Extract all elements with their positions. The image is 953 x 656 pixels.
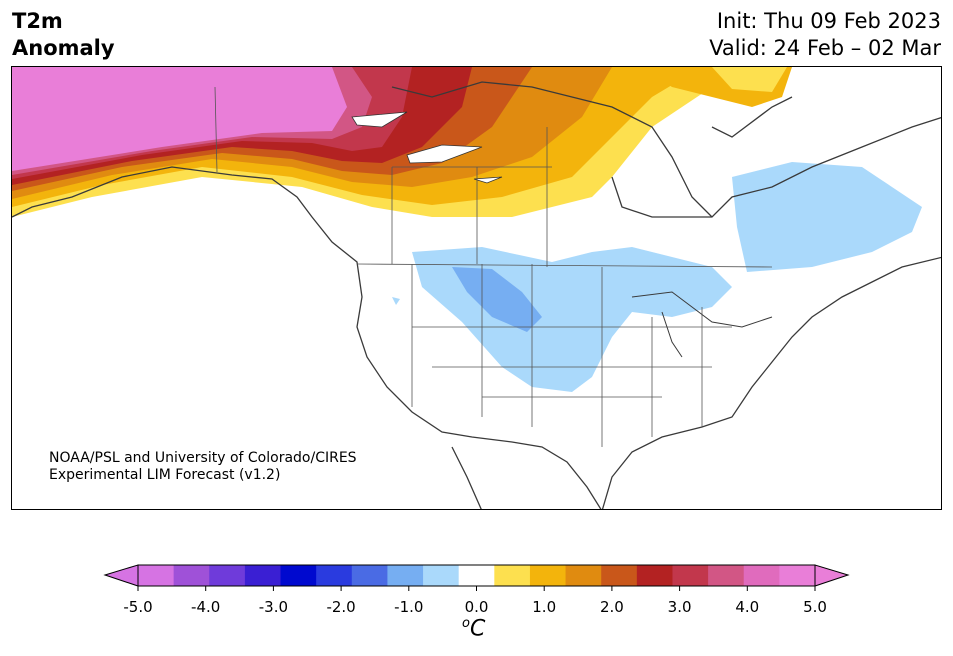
colorbar-tick-label: 1.0 (532, 598, 557, 616)
cool-anomaly-region (392, 162, 922, 392)
colorbar (103, 564, 850, 591)
map-canvas (12, 67, 941, 509)
map-title: T2m Anomaly (12, 8, 115, 62)
colorbar-ticks (137, 586, 816, 591)
title-line-1: T2m (12, 9, 63, 33)
colorbar-cell (351, 565, 388, 586)
anomaly-map (11, 66, 942, 510)
colorbar-cell (779, 565, 816, 586)
colorbar-tick-label: -5.0 (123, 598, 153, 616)
colorbar-cell (708, 565, 745, 586)
init-date: Init: Thu 09 Feb 2023 (716, 9, 941, 33)
forecast-dates: Init: Thu 09 Feb 2023 Valid: 24 Feb – 02… (709, 8, 941, 62)
colorbar-cell (743, 565, 780, 586)
colorbar-tick-label: 0.0 (464, 598, 489, 616)
colorbar-cell (423, 565, 460, 586)
colorbar-tick-label: -4.0 (191, 598, 221, 616)
colorbar-cell (316, 565, 353, 586)
colorbar-max-extension (814, 564, 850, 587)
colorbar-cell (601, 565, 638, 586)
colorbar-cell (173, 565, 210, 586)
colorbar-tick-label: -1.0 (394, 598, 424, 616)
colorbar-tick-label: 4.0 (735, 598, 760, 616)
credit-line-2: Experimental LIM Forecast (v1.2) (49, 467, 281, 483)
colorbar-cell (244, 565, 282, 586)
colorbar-cell (565, 565, 602, 586)
lakes (351, 111, 503, 184)
colorbar-unit: oC (462, 616, 485, 641)
colorbar-tick-label: 5.0 (803, 598, 827, 616)
valid-date: Valid: 24 Feb – 02 Mar (709, 36, 941, 60)
colorbar-tick-label: 2.0 (599, 598, 624, 616)
colorbar-cell (209, 565, 246, 586)
colorbar-cell (280, 565, 317, 586)
unit-degree: o (462, 616, 470, 631)
political-borders (214, 86, 773, 447)
colorbar-tick-label: 3.0 (667, 598, 692, 616)
coastlines (12, 81, 941, 509)
colorbar-tick-label: -3.0 (258, 598, 289, 616)
colorbar-cell (458, 565, 495, 586)
credit-text: NOAA/PSL and University of Colorado/CIRE… (49, 450, 357, 484)
colorbar-cell (529, 565, 567, 586)
unit-celsius: C (469, 616, 486, 642)
credit-line-1: NOAA/PSL and University of Colorado/CIRE… (49, 450, 357, 466)
title-line-2: Anomaly (12, 36, 115, 60)
great-lakes (631, 291, 773, 358)
colorbar-cell (387, 565, 424, 586)
warm-anomaly-region (12, 67, 792, 217)
colorbar-cell (672, 565, 709, 586)
colorbar-min-extension (103, 564, 139, 587)
colorbar-cells (138, 565, 816, 586)
colorbar-cell (138, 565, 175, 586)
colorbar-cell (494, 565, 531, 586)
colorbar-tick-label: -2.0 (326, 598, 356, 616)
colorbar-cell (636, 565, 673, 586)
